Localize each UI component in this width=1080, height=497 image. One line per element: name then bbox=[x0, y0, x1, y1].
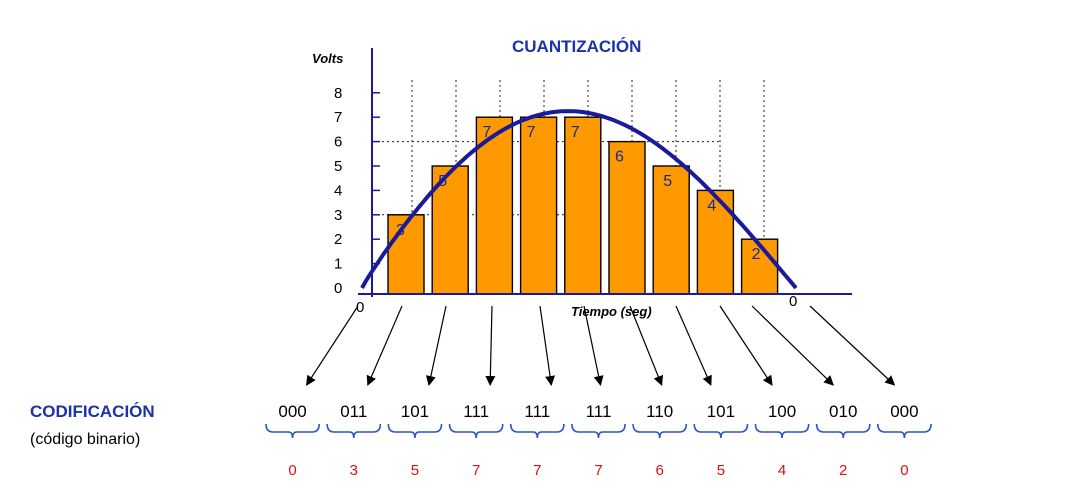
decimal-value: 7 bbox=[594, 462, 602, 479]
decimal-values: 0 3 5 7 7 7 6 5 4 2 0 bbox=[288, 462, 908, 479]
mapping-arrow bbox=[539, 305, 555, 386]
encoding-subtitle: (código binario) bbox=[30, 431, 140, 448]
y-tick-label: 2 bbox=[334, 231, 342, 248]
decimal-value: 3 bbox=[350, 462, 358, 479]
y-tick-label: 0 bbox=[334, 280, 342, 297]
mapping-arrow bbox=[583, 305, 604, 386]
code-brace bbox=[632, 423, 688, 439]
y-tick-label: 5 bbox=[334, 158, 342, 175]
code-brace bbox=[387, 423, 443, 439]
signal-curve bbox=[360, 109, 798, 290]
bar-value-label: 2 bbox=[752, 246, 761, 263]
decimal-value: 7 bbox=[533, 462, 541, 479]
code-brace bbox=[877, 423, 932, 439]
decimal-value: 7 bbox=[472, 462, 480, 479]
decimal-value: 0 bbox=[900, 462, 908, 479]
mapping-arrow bbox=[425, 305, 447, 386]
binary-code: 100 bbox=[768, 402, 796, 421]
binary-code: 110 bbox=[646, 402, 673, 421]
bar-value-label: 4 bbox=[707, 197, 716, 214]
bar-value-label: 5 bbox=[663, 173, 672, 190]
bar bbox=[519, 116, 558, 295]
bar-value-label: 7 bbox=[571, 124, 580, 141]
binary-code: 000 bbox=[890, 402, 918, 421]
code-brace bbox=[326, 423, 382, 439]
code-braces bbox=[265, 423, 932, 439]
y-tick-label: 6 bbox=[334, 134, 342, 151]
bar-value-label: 6 bbox=[615, 149, 624, 166]
mapping-arrow bbox=[751, 305, 834, 386]
y-tick-label: 1 bbox=[334, 256, 342, 273]
decimal-value: 5 bbox=[411, 462, 419, 479]
y-tick-label: 4 bbox=[334, 182, 342, 199]
binary-code: 111 bbox=[586, 402, 612, 421]
x-end-label: 0 bbox=[789, 293, 797, 310]
mapping-arrow bbox=[809, 305, 896, 386]
binary-code: 000 bbox=[278, 402, 306, 421]
y-tick-label: 8 bbox=[334, 85, 342, 102]
binary-code: 010 bbox=[829, 402, 857, 421]
bar bbox=[608, 140, 646, 295]
y-tick-labels: 0 1 2 3 4 5 6 7 8 bbox=[334, 85, 342, 297]
binary-code: 011 bbox=[340, 402, 367, 421]
decimal-value: 5 bbox=[717, 462, 725, 479]
bar bbox=[652, 165, 690, 295]
chart-title: CUANTIZACIÓN bbox=[512, 37, 641, 56]
bar bbox=[564, 116, 602, 295]
mapping-arrow bbox=[719, 305, 773, 386]
bar bbox=[475, 116, 514, 295]
code-brace bbox=[754, 423, 810, 439]
decimal-value: 6 bbox=[656, 462, 664, 479]
decimal-value: 2 bbox=[839, 462, 847, 479]
axes bbox=[358, 48, 852, 297]
bar bbox=[387, 214, 425, 295]
x-axis-label: Tiempo (seg) bbox=[571, 304, 652, 319]
mapping-arrow bbox=[675, 305, 712, 386]
x-start-label: 0 bbox=[356, 299, 364, 316]
mapping-arrow bbox=[366, 305, 403, 386]
binary-code: 101 bbox=[707, 402, 735, 421]
code-brace bbox=[571, 423, 626, 439]
mapping-arrow bbox=[306, 305, 359, 386]
y-tick-label: 7 bbox=[334, 109, 342, 126]
binary-code: 111 bbox=[463, 402, 489, 421]
analog-signal-curve bbox=[360, 109, 798, 290]
code-brace bbox=[509, 423, 565, 439]
y-tick-label: 3 bbox=[334, 207, 342, 224]
code-brace bbox=[265, 423, 320, 439]
binary-code: 101 bbox=[401, 402, 429, 421]
mapping-arrows bbox=[306, 305, 896, 386]
encoding-title: CODIFICACIÓN bbox=[30, 402, 155, 421]
decimal-value: 4 bbox=[778, 462, 786, 479]
bar-value-label: 7 bbox=[482, 124, 491, 141]
code-brace bbox=[448, 423, 504, 439]
y-axis-label: Volts bbox=[312, 51, 343, 66]
mapping-arrow bbox=[485, 305, 496, 386]
mapping-arrow bbox=[629, 305, 663, 386]
code-brace bbox=[693, 423, 749, 439]
bar-value-label: 7 bbox=[527, 124, 536, 141]
code-brace bbox=[815, 423, 871, 439]
binary-codes: 000 011 101 111 111 111 110 101 100 010 000 bbox=[278, 402, 918, 421]
decimal-value: 0 bbox=[288, 462, 296, 479]
binary-code: 111 bbox=[524, 402, 550, 421]
